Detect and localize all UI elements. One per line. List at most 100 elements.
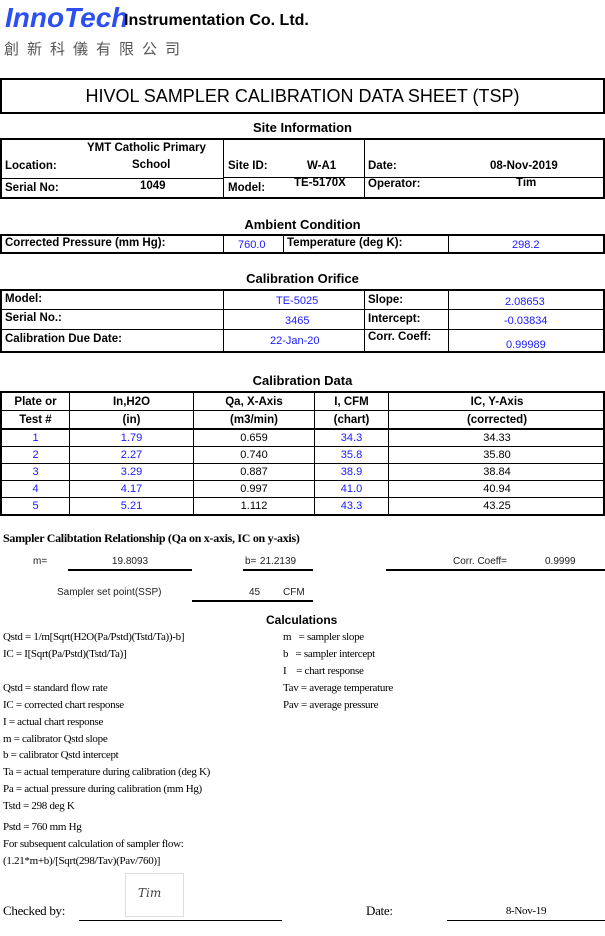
formula-line: I = actual chart response [3, 716, 104, 728]
table-row: 2 2.27 0.740 35.8 35.80 [2, 447, 605, 464]
intercept-label: Intercept: [368, 313, 421, 325]
site-info-heading: Site Information [253, 120, 352, 135]
column-header: In,H2O (in) [70, 393, 194, 430]
operator-label: Operator: [368, 178, 421, 190]
orifice-serial-value: 3465 [285, 315, 310, 327]
table-cell: 38.84 [389, 464, 605, 481]
calculations-heading: Calculations [266, 613, 338, 627]
table-cell: 43.3 [315, 498, 389, 515]
formula-line: For subsequent calculation of sampler fl… [3, 838, 184, 850]
formula-line: IC = I[Sqrt(Pa/Pstd)(Tstd/Ta)] [3, 648, 127, 660]
site-info-table: YMT Catholic Primary Location: School Si… [0, 138, 605, 199]
table-cell: 2.27 [70, 447, 194, 464]
table-cell: 34.33 [389, 430, 605, 447]
table-cell: 4.17 [70, 481, 194, 498]
date-label: Date: [368, 160, 397, 172]
formula-line: b = calibrator Qstd intercept [3, 749, 119, 761]
definition-line: b = sampler intercept [283, 648, 375, 660]
table-cell: 0.659 [194, 430, 315, 447]
checked-by-line [79, 920, 282, 921]
table-cell: 38.9 [315, 464, 389, 481]
due-date-label: Calibration Due Date: [5, 333, 122, 345]
date-value: 08-Nov-2019 [490, 160, 558, 172]
location-value: YMT Catholic Primary [87, 142, 206, 154]
corr-label: Corr. Coeff= [453, 556, 508, 567]
orifice-model-value: TE-5025 [276, 295, 319, 307]
pressure-label: Corrected Pressure (mm Hg): [5, 237, 166, 249]
table-cell: 41.0 [315, 481, 389, 498]
orifice-model-label: Model: [5, 293, 43, 305]
table-cell: 0.887 [194, 464, 315, 481]
table-cell: 35.80 [389, 447, 605, 464]
due-date-value: 22-Jan-20 [270, 335, 320, 347]
footer-date-line [447, 920, 605, 921]
table-cell: 2 [2, 447, 70, 464]
m-label: m= [33, 556, 48, 567]
table-row: 1 1.79 0.659 34.3 34.33 [2, 430, 605, 447]
table-cell: 1.112 [194, 498, 315, 515]
signature-image: Tim [125, 873, 184, 917]
ssp-unit: CFM [283, 587, 305, 598]
corr-value: 0.9999 [545, 556, 576, 567]
footer-date-value: 8-Nov-19 [505, 905, 547, 917]
definition-line: I = chart response [283, 665, 364, 677]
table-cell: 43.25 [483, 500, 511, 512]
formula-line: Qstd = 1/m[Sqrt(H2O(Pa/Pstd)(Tstd/Ta))-b… [3, 631, 185, 643]
location-label: Location: [5, 160, 57, 172]
formula-line: (1.21*m+b)/[Sqrt(298/Tav)(Pav/760)] [3, 855, 161, 867]
checked-by-label: Checked by: [3, 903, 66, 918]
page-title: HIVOL SAMPLER CALIBRATION DATA SHEET (TS… [0, 78, 605, 114]
definition-line: Tav = average temperature [283, 682, 394, 694]
slope-label: Slope: [368, 294, 404, 306]
b-label: b= [245, 556, 257, 567]
company-logo: InnoTech [5, 2, 129, 33]
table-cell: 5 [2, 498, 70, 515]
formula-line: Ta = actual temperature during calibrati… [3, 766, 210, 778]
table-cell: 0.997 [194, 481, 315, 498]
temperature-label: Temperature (deg K): [287, 237, 403, 249]
relationship-heading: Sampler Calibtation Relationship (Qa on … [3, 531, 300, 545]
formula-line: Pa = actual pressure during calibration … [3, 783, 202, 795]
table-cell: 0.740 [194, 447, 315, 464]
column-header: IC, Y-Axis (corrected) [389, 393, 605, 430]
table-cell: 1.79 [70, 430, 194, 447]
site-id-label: Site ID: [228, 160, 268, 172]
model-value: TE-5170X [294, 177, 346, 189]
b-value: 21.2139 [259, 556, 297, 567]
formula-line: IC = corrected chart response [3, 699, 124, 711]
table-cell: 5.21 [70, 498, 194, 515]
calibration-table: Plate or Test # In,H2O (in) Qa, X-Axis (… [0, 391, 605, 516]
location-value: School [132, 159, 171, 171]
table-cell: 4 [2, 481, 70, 498]
company-name: Instrumentation Co. Ltd. [124, 12, 309, 29]
table-cell: 3 [2, 464, 70, 481]
model-label: Model: [228, 182, 266, 194]
ssp-value: 45 [249, 587, 261, 598]
serial-label: Serial No: [5, 182, 59, 194]
calibration-heading: Calibration Data [252, 373, 353, 388]
column-header: Plate or Test # [2, 393, 70, 430]
orifice-table: Model: TE-5025 Slope: 2.08653 Serial No.… [0, 289, 605, 353]
m-value: 19.8093 [111, 556, 149, 567]
table-cell: 35.8 [315, 447, 389, 464]
formula-line: Qstd = standard flow rate [3, 682, 108, 694]
table-cell: 34.3 [315, 430, 389, 447]
table-cell: 1 [2, 430, 70, 447]
table-row: 5 5.21 1.112 43.3 43.25 [2, 498, 603, 515]
temperature-value: 298.2 [512, 239, 540, 251]
orifice-heading: Calibration Orifice [246, 271, 359, 286]
site-id-value: W-A1 [307, 160, 337, 172]
column-header: I, CFM (chart) [315, 393, 389, 430]
signature: Tim [138, 886, 162, 900]
definition-line: Pav = average pressure [283, 699, 379, 711]
table-cell: 40.94 [389, 481, 605, 498]
ssp-label: Sampler set point(SSP) [57, 587, 162, 598]
ambient-heading: Ambient Condition [244, 217, 361, 232]
company-name-chinese: 創新科儀有限公司 [4, 41, 189, 58]
corr-coeff-value: 0.99989 [506, 339, 546, 351]
table-row: 4 4.17 0.997 41.0 40.94 [2, 481, 605, 498]
formula-line: Pstd = 760 mm Hg [3, 821, 82, 833]
definition-line: m = sampler slope [283, 631, 364, 643]
formula-line: Tstd = 298 deg K [3, 800, 75, 812]
footer-date-label: Date: [366, 903, 393, 918]
